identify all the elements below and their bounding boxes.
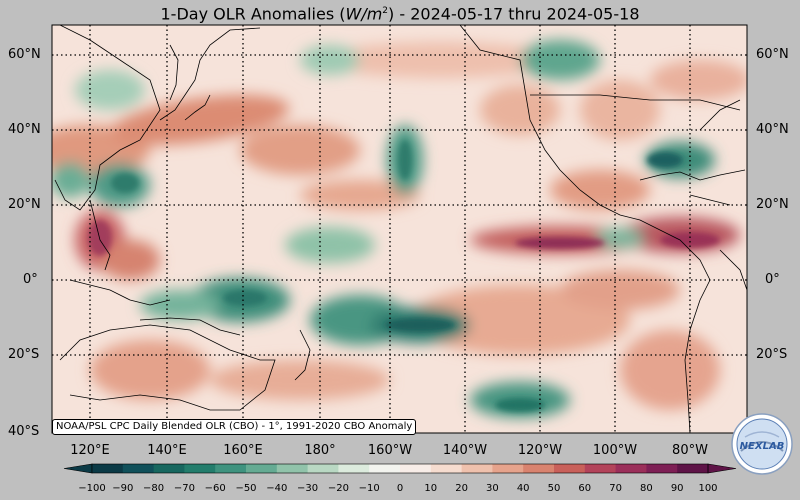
colorbar-tick-label: 30 [486, 483, 499, 494]
colorbar-frame [91, 463, 709, 474]
lat-label-right: 20°N [756, 197, 789, 212]
lat-label-left: 20°N [8, 197, 41, 212]
colorbar [63, 463, 737, 474]
lat-label-left: 40°N [8, 122, 41, 137]
lon-label: 120°W [517, 443, 563, 458]
lat-label-left: 40°S [8, 424, 40, 439]
colorbar-segment [400, 464, 432, 473]
colorbar-tick-label: −20 [327, 483, 349, 494]
colorbar-tick-label: −100 [78, 483, 106, 494]
colorbar-segment [615, 464, 647, 473]
colorbar-tick-label: 20 [455, 483, 468, 494]
lat-label-right: 40°N [756, 122, 789, 137]
colorbar-tick-label: 0 [396, 483, 404, 494]
lat-label-left: 60°N [8, 47, 41, 62]
lon-label: 140°W [442, 443, 488, 458]
colorbar-tick-label: 80 [640, 483, 653, 494]
data-source-caption: NOAA/PSL CPC Daily Blended OLR (CBO) - 1… [52, 419, 417, 435]
colorbar-tick-label: −70 [173, 483, 195, 494]
lat-label-right: 0° [765, 272, 780, 287]
colorbar-segment [369, 464, 401, 473]
lon-label: 140°E [147, 443, 187, 458]
lon-label: 100°W [592, 443, 638, 458]
colorbar-tick-label: −30 [297, 483, 319, 494]
colorbar-segment [338, 464, 370, 473]
colorbar-segment [246, 464, 278, 473]
colorbar-tick-label: −90 [112, 483, 134, 494]
colorbar-segment [184, 464, 216, 473]
anomaly-field [52, 25, 747, 433]
colorbar-segment [307, 464, 339, 473]
colorbar-segment [276, 464, 309, 473]
colorbar-segment [215, 464, 247, 473]
colorbar-segment [461, 464, 493, 473]
logo-text: NEXLAB [740, 441, 785, 452]
colorbar-tick-label: 90 [670, 483, 684, 494]
graticule [52, 25, 747, 433]
lat-label-left: 20°S [8, 347, 40, 362]
nexlab-logo[interactable]: NEXLAB [731, 413, 793, 475]
colorbar-segment [153, 464, 185, 473]
colorbar-segment [584, 464, 617, 473]
colorbar-segment [122, 464, 155, 473]
colorbar-tick-label: 60 [578, 483, 592, 494]
lon-label: 160°W [367, 443, 413, 458]
colorbar-segment [677, 464, 709, 473]
colorbar-tick-label: 70 [609, 483, 622, 494]
colorbar-tick-label: −50 [235, 483, 257, 494]
colorbar-segment [523, 464, 555, 473]
colorbar-tick-label: −40 [266, 483, 288, 494]
colorbar-tick-label: −10 [358, 483, 380, 494]
colorbar-segment [92, 464, 124, 473]
colorbar-segment [430, 464, 463, 473]
colorbar-tick-label: −60 [204, 483, 226, 494]
lon-label: 160°E [223, 443, 263, 458]
lon-label: 80°W [672, 443, 708, 458]
coastlines [54, 25, 747, 433]
colorbar-segment [554, 464, 586, 473]
lat-label-left: 0° [23, 272, 38, 287]
map-title: 1-Day OLR Anomalies (W/m2) - 2024-05-17 … [160, 4, 640, 24]
colorbar-tick-label: 10 [424, 483, 438, 494]
lat-label-right: 60°N [756, 47, 789, 62]
colorbar-tick-label: −80 [143, 483, 165, 494]
colorbar-segment [646, 464, 678, 473]
colorbar-tick-label: 100 [698, 483, 718, 494]
lat-label-right: 20°S [756, 347, 788, 362]
lon-label: 180° [304, 443, 336, 458]
colorbar-tick-label: 50 [547, 483, 561, 494]
colorbar-extend-low [63, 463, 93, 474]
lon-label: 120°E [70, 443, 110, 458]
colorbar-tick-label: 40 [516, 483, 530, 494]
colorbar-segment [492, 464, 524, 473]
